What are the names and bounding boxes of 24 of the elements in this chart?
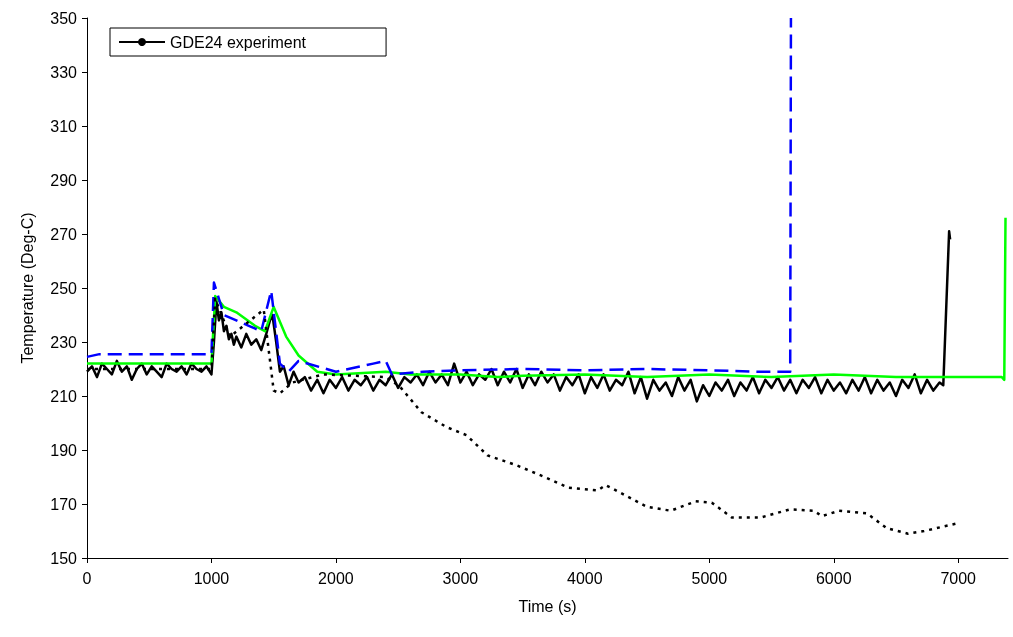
y-tick-label: 170 [50, 495, 78, 513]
y-tick-label: 290 [50, 171, 78, 189]
y-tick-label: 270 [50, 225, 78, 243]
x-tick-label: 2000 [318, 569, 354, 587]
x-tick-label: 6000 [815, 569, 852, 587]
y-tick-label: 250 [50, 279, 78, 297]
y-tick-label: 230 [50, 333, 78, 351]
line-series [85, 216, 1007, 382]
x-tick-label: 4000 [567, 569, 603, 587]
x-tick-label: 5000 [691, 569, 728, 587]
y-axis-title: Temperature (Deg-C) [18, 212, 36, 364]
x-tick-label: 0 [82, 569, 92, 587]
y-tick-label: 150 [50, 549, 78, 567]
y-tick-label: 190 [50, 441, 78, 459]
x-tick-label: 1000 [193, 569, 230, 587]
x-axis-title: Time (s) [518, 597, 577, 615]
y-tick-label: 210 [50, 387, 78, 405]
x-tick-label: 3000 [442, 569, 479, 587]
line-series [85, 16, 793, 376]
y-tick-label: 350 [50, 9, 78, 27]
y-tick-label: 310 [50, 117, 78, 135]
y-tick-label: 330 [50, 63, 78, 81]
x-tick-label: 7000 [940, 569, 977, 587]
legend-label: GDE24 experiment [170, 33, 307, 51]
